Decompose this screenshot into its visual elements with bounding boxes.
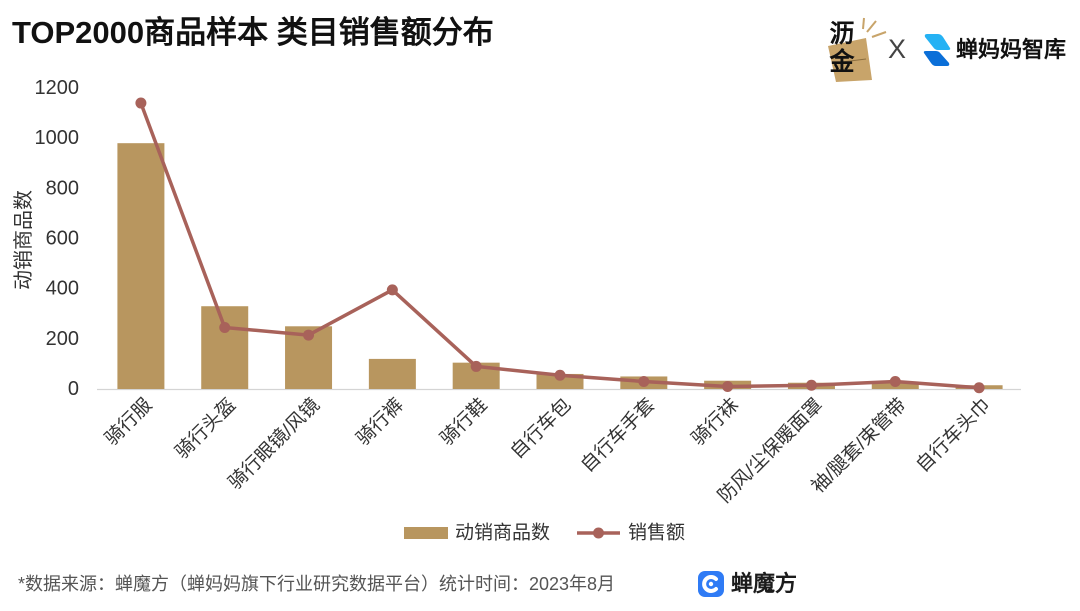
- legend: 动销商品数 销售额: [404, 522, 685, 544]
- sales-point-11: [973, 382, 985, 394]
- bar-series: [117, 143, 1003, 389]
- y-tick-label: 800: [46, 177, 79, 199]
- brand-logo-text: 蝉妈妈智库: [956, 37, 1067, 62]
- x-tick-label: 自行车头巾: [912, 394, 995, 477]
- bar-2: [201, 306, 249, 389]
- bar-4: [368, 358, 416, 389]
- y-axis-title: 动销商品数: [12, 190, 35, 290]
- sales-point-5: [470, 360, 482, 372]
- data-source-note: *数据来源：蝉魔方（蝉妈妈旗下行业研究数据平台）统计时间：2023年8月: [18, 574, 616, 594]
- sales-point-7: [638, 375, 650, 387]
- footer-logo-text: 蝉魔方: [731, 571, 798, 596]
- y-tick-label: 200: [46, 328, 79, 350]
- chanmofang-logo-icon: [698, 571, 724, 597]
- legend-label: 销售额: [628, 522, 685, 544]
- x-tick-label: 骑行服: [100, 394, 156, 450]
- x-tick-label: 骑行鞋: [436, 394, 492, 450]
- sales-line: [139, 102, 980, 390]
- y-tick-label: 1200: [35, 77, 80, 99]
- partner-logo-icon: [828, 17, 887, 82]
- y-tick-label: 600: [46, 228, 79, 250]
- chart-title: TOP2000商品样本 类目销售额分布: [12, 15, 494, 50]
- sales-point-10: [889, 375, 901, 387]
- legend-swatch-bar: [404, 527, 448, 539]
- sales-point-8: [722, 380, 734, 392]
- legend-item-2: 销售额: [577, 522, 685, 544]
- sales-point-6: [554, 369, 566, 381]
- y-tick-label: 0: [68, 378, 79, 400]
- x-tick-label: 自行车手套: [576, 394, 659, 477]
- legend-label: 动销商品数: [455, 522, 550, 544]
- sales-point-2: [219, 322, 231, 334]
- y-tick-label: 1000: [35, 127, 80, 149]
- x-tick-label: 骑行袜: [687, 394, 743, 450]
- sales-point-9: [805, 379, 817, 391]
- legend-item-1: 动销商品数: [404, 522, 550, 544]
- chanmama-logo-icon: [923, 34, 951, 66]
- legend-swatch-dot: [593, 527, 604, 539]
- line-series: [135, 97, 985, 394]
- brand-separator: X: [888, 34, 907, 64]
- sales-point-4: [386, 284, 398, 296]
- x-tick-label: 自行车包: [506, 394, 575, 463]
- sales-point-1: [135, 97, 147, 109]
- y-tick-label: 400: [46, 278, 79, 300]
- sales-point-3: [303, 329, 315, 341]
- x-tick-label: 骑行裤: [352, 394, 408, 450]
- y-axis: 0 200 400 600 800 1000 1200 动销商品数: [12, 77, 79, 400]
- bar-1: [117, 143, 165, 389]
- partner-logo: 沥金: [826, 20, 854, 76]
- x-tick-label: 骑行头盔: [171, 394, 240, 463]
